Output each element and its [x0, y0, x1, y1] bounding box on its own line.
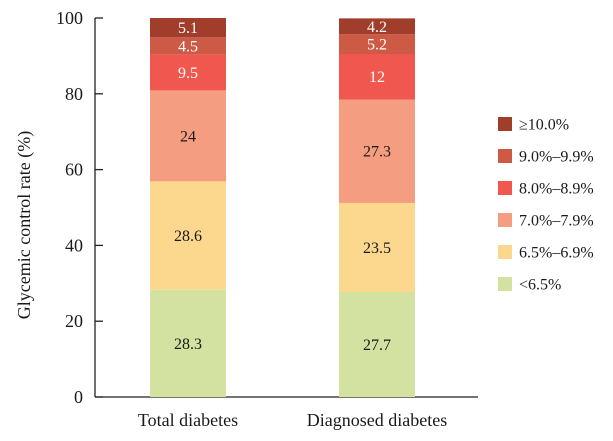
legend-item: 7.0%–7.9% — [498, 213, 594, 230]
bars: 28.3 28.6 24 9.5 4.55.1 27.7 23.5 27.3 12 5.24.2 — [150, 18, 415, 397]
legend-label: <6.5% — [519, 277, 561, 294]
y-tick-label: 0 — [74, 387, 83, 407]
bar-segment — [339, 18, 415, 35]
bar-value-label: 27.7 — [363, 337, 391, 354]
bar-segment — [339, 34, 415, 55]
y-axis-label: Glycemic control rate (%) — [14, 131, 35, 319]
bar-segment — [339, 99, 415, 203]
bar-segment — [150, 90, 226, 182]
bar-value-label: 5.2 — [367, 37, 387, 54]
bar-value-label: 12 — [369, 69, 385, 86]
legend-item: <6.5% — [498, 277, 561, 294]
bar-segment — [339, 292, 415, 397]
y-tick-label: 60 — [65, 160, 83, 180]
legend-item: 6.5%–6.9% — [498, 245, 594, 262]
bar-value-label: 9.5 — [178, 65, 198, 82]
legend-label: 7.0%–7.9% — [519, 213, 594, 230]
legend-item: 8.0%–8.9% — [498, 181, 594, 198]
legend-label: 6.5%–6.9% — [519, 245, 594, 262]
legend: ≥10.0% 9.0%–9.9% 8.0%–8.9% 7.0%–7.9% 6.5%–6.… — [498, 117, 594, 294]
legend-swatch — [498, 277, 512, 291]
bar-value-label: 4.5 — [178, 38, 198, 55]
legend-label: 8.0%–8.9% — [519, 181, 594, 198]
y-tick-label: 100 — [56, 8, 83, 28]
y-tick-label: 20 — [65, 311, 83, 331]
legend-item: ≥10.0% — [498, 117, 569, 134]
bar-value-label: 5.1 — [178, 20, 198, 37]
legend-item: 9.0%–9.9% — [498, 149, 594, 166]
bar-segment — [150, 18, 226, 38]
bar-value-label: 24 — [180, 128, 196, 145]
bar-value-label: 27.3 — [363, 144, 391, 161]
bar-value-label: 4.2 — [367, 19, 387, 36]
bar-segment — [150, 181, 226, 290]
legend-swatch — [498, 117, 512, 131]
bar-stack: 27.7 23.5 27.3 12 5.24.2 — [339, 18, 415, 397]
bar-segment — [150, 37, 226, 55]
bar-segment — [150, 289, 226, 397]
legend-swatch — [498, 181, 512, 195]
axes: 0 20 40 60 80 100 Total diabetes Diagnosed diab… — [56, 8, 478, 430]
bar-value-label: 23.5 — [363, 240, 391, 257]
y-tick-label: 40 — [65, 235, 83, 255]
legend-swatch — [498, 149, 512, 163]
bar-value-label: 28.6 — [174, 228, 202, 245]
legend-label: ≥10.0% — [519, 117, 569, 134]
bar-segment — [339, 202, 415, 293]
y-tick-label: 80 — [65, 84, 83, 104]
bar-segment — [150, 54, 226, 91]
bar-value-label: 28.3 — [174, 336, 202, 353]
legend-swatch — [498, 245, 512, 259]
x-category-label: Diagnosed diabetes — [307, 410, 447, 430]
bar-segment — [339, 54, 415, 100]
bar-stack: 28.3 28.6 24 9.5 4.55.1 — [150, 18, 226, 397]
x-category-label: Total diabetes — [138, 410, 238, 430]
legend-label: 9.0%–9.9% — [519, 149, 594, 166]
legend-swatch — [498, 213, 512, 227]
